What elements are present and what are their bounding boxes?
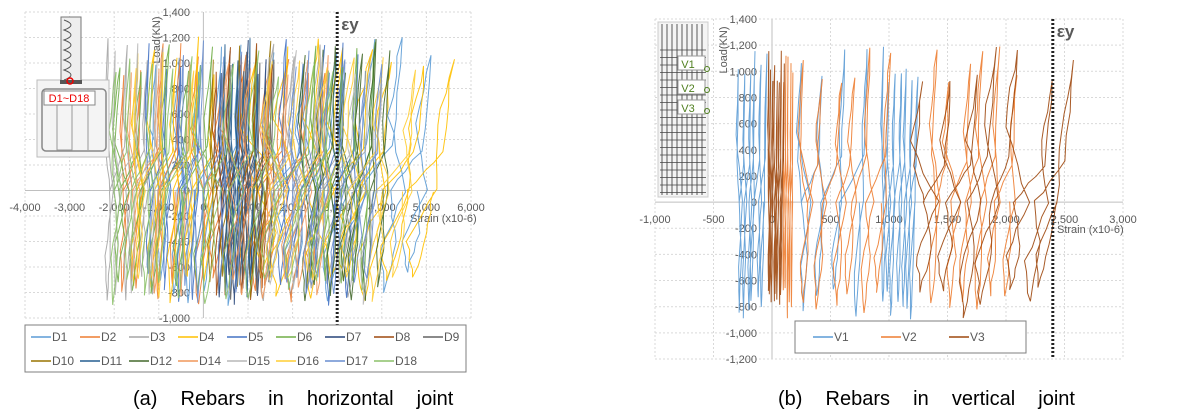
inset-vertical-joint-diagram: V1 V2 V3: [657, 21, 710, 198]
series-line-V3: [767, 50, 785, 305]
legend-label-D14: D14: [199, 354, 221, 368]
y-tick-label: 1,400: [729, 14, 757, 26]
legend-label-D9: D9: [444, 330, 460, 344]
series-line-V2: [797, 47, 892, 313]
legend-label-D2: D2: [101, 330, 117, 344]
y-tick-label: -1,000: [159, 313, 190, 325]
caption-a: (a) Rebars in horizontal joint: [133, 388, 454, 410]
legend-label-D6: D6: [297, 330, 313, 344]
series-line-V3: [910, 47, 1074, 319]
legend-box: [24, 324, 467, 373]
yield-strain-label: εy: [1057, 22, 1075, 41]
series-line-V1: [795, 49, 868, 317]
x-tick-label: 4,000: [368, 202, 396, 214]
x-tick-label: 2,500: [1051, 214, 1079, 226]
chart-b: -1,000 -500 0 500 1,000 1,500 2,000 2,500 3,000-…: [639, 14, 1136, 366]
legend-label-D16: D16: [297, 354, 319, 368]
x-tick-label: 500: [821, 214, 839, 226]
series-line-D18: [108, 56, 193, 305]
x-tick-label: -3,000: [54, 202, 85, 214]
x-tick-label: -1,000: [639, 214, 670, 226]
series-line-D18: [191, 50, 334, 304]
inset-horizontal-joint-diagram: D1~D18: [36, 16, 110, 158]
y-tick-label: 400: [739, 145, 757, 157]
legend-label-V1: V1: [834, 330, 849, 344]
series-line-D16: [131, 52, 195, 298]
inset-label-v2: V2: [681, 83, 694, 95]
x-tick-label: 3,000: [1109, 214, 1137, 226]
y-tick-label: -1,000: [726, 328, 757, 340]
y-tick-label: -800: [735, 302, 757, 314]
legend-box: [794, 320, 1027, 354]
series-line-D17: [178, 40, 245, 303]
series-line-V1: [735, 51, 768, 319]
y-tick-label: 1,200: [729, 40, 757, 52]
series-line-V2: [928, 46, 1018, 310]
caption-b: (b) Rebars in vertical joint: [778, 388, 1075, 410]
yield-strain-label: εy: [341, 15, 359, 34]
legend-label-D4: D4: [199, 330, 215, 344]
legend-label-D7: D7: [346, 330, 362, 344]
series-line-D4: [238, 38, 455, 302]
legend-label-D12: D12: [150, 354, 172, 368]
inset-label-d1-d18: D1~D18: [49, 93, 90, 105]
series-line-D14: [218, 55, 331, 299]
legend-label-D5: D5: [248, 330, 264, 344]
x-tick-label: -500: [702, 214, 724, 226]
legend-label-D8: D8: [395, 330, 411, 344]
y-tick-label: 1,200: [162, 33, 190, 45]
legend-label-V2: V2: [902, 330, 917, 344]
legend-label-D3: D3: [150, 330, 166, 344]
chart-a: -4,000-3,000-2,000-1,00001,0002,0003,000…: [9, 7, 485, 373]
y-tick-label: -400: [735, 249, 757, 261]
y-tick-label: 800: [739, 92, 757, 104]
series-line-D3: [103, 38, 164, 301]
y-tick-label: 1,400: [162, 7, 190, 19]
y-axis-title: Load(KN): [718, 26, 730, 73]
legend-label-D17: D17: [346, 354, 368, 368]
legend-label-D11: D11: [101, 354, 122, 368]
x-axis-title: Strain (x10-6): [410, 213, 477, 225]
x-tick-label: 6,000: [457, 202, 485, 214]
x-tick-label: -4,000: [9, 202, 40, 214]
series-line-V2: [782, 55, 794, 319]
y-tick-label: 1,000: [729, 66, 757, 78]
y-tick-label: -1,200: [726, 354, 757, 366]
x-tick-label: -2,000: [99, 202, 130, 214]
legend-label-D1: D1: [52, 330, 68, 344]
legend-label-V3: V3: [970, 330, 985, 344]
series-line-V1: [880, 46, 919, 320]
legend-label-D15: D15: [248, 354, 270, 368]
x-axis-title: Strain (x10-6): [1057, 224, 1124, 236]
y-tick-label: -600: [735, 276, 757, 288]
legend-label-D18: D18: [395, 354, 417, 368]
inset-label-v3: V3: [681, 103, 694, 115]
inset-label-v1: V1: [681, 59, 694, 71]
legend-label-D10: D10: [52, 354, 74, 368]
x-tick-label: 2,000: [992, 214, 1020, 226]
